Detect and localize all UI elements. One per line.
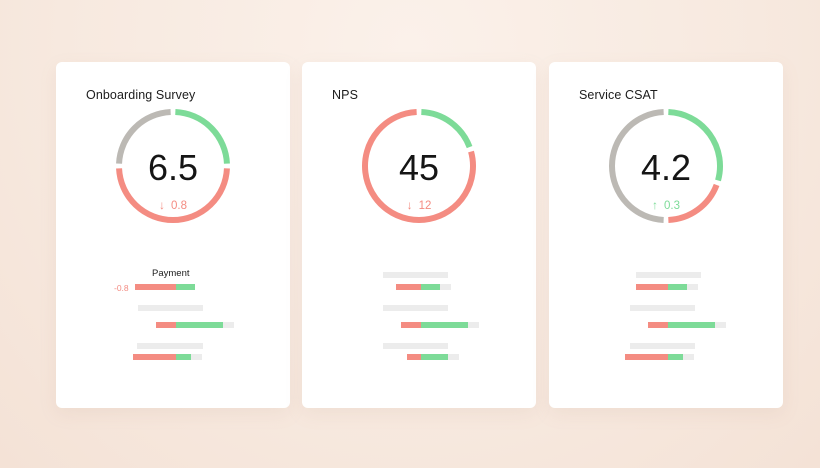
negative-bar (401, 322, 421, 328)
arrow-up-icon: ↑ (652, 198, 658, 212)
gauge-positive-arc (421, 109, 473, 149)
score-delta: ↓ 0.8 (113, 198, 233, 213)
score-value: 4.2 (640, 147, 692, 188)
card-title: NPS (332, 88, 359, 102)
placeholder-bar (383, 305, 448, 311)
placeholder-bar (383, 272, 448, 278)
placeholder-bar (137, 343, 203, 349)
score-gauge: 4.2 ↑ 0.3 (606, 106, 726, 226)
row-value: -0.8 (114, 283, 129, 293)
gauge-ring (609, 109, 723, 223)
placeholder-bar (636, 272, 701, 278)
score-gauge: 6.5 ↓ 0.8 (113, 106, 233, 226)
placeholder-bar (687, 284, 698, 290)
gauge-neutral-arc (116, 109, 171, 164)
negative-bar (396, 284, 421, 290)
breakdown-bars (549, 262, 783, 372)
negative-bar (636, 284, 668, 290)
nps-card[interactable]: NPS 45 ↓ 12 (302, 62, 536, 408)
placeholder-bar (683, 354, 694, 360)
placeholder-bar (468, 322, 479, 328)
positive-bar (176, 354, 191, 360)
gauge-positive-arc (175, 109, 230, 164)
placeholder-bar (138, 305, 203, 311)
negative-bar (625, 354, 668, 360)
card-title: Onboarding Survey (86, 88, 196, 102)
service-csat-card[interactable]: Service CSAT 4.2 ↑ 0.3 (549, 62, 783, 408)
breakdown-bars (302, 262, 536, 372)
delta-value: 0.8 (171, 200, 187, 212)
negative-bar (133, 354, 176, 360)
gauge-positive-arc (668, 109, 723, 182)
placeholder-bar (191, 354, 202, 360)
arrow-down-icon: ↓ (406, 198, 413, 212)
placeholder-bar (448, 354, 459, 360)
gauge-ring (116, 109, 230, 223)
positive-bar (668, 322, 715, 328)
gauge-neutral-arc (609, 109, 664, 223)
breakdown-bars: Payment -0.8 (56, 262, 290, 372)
negative-bar (648, 322, 668, 328)
positive-bar (421, 354, 448, 360)
placeholder-bar (715, 322, 726, 328)
gauge-negative-arc (116, 168, 230, 223)
onboarding-survey-card[interactable]: Onboarding Survey 6.5 ↓ 0.8 Payment -0.8 (56, 62, 290, 408)
positive-bar (668, 284, 687, 290)
placeholder-bar (383, 343, 448, 349)
positive-bar (176, 284, 195, 290)
delta-value: 12 (418, 200, 432, 212)
placeholder-bar (440, 284, 451, 290)
negative-bar (407, 354, 421, 360)
positive-bar (668, 354, 683, 360)
placeholder-bar (630, 305, 695, 311)
negative-bar (135, 284, 176, 290)
placeholder-bar (630, 343, 695, 349)
negative-bar (156, 322, 176, 328)
card-title: Service CSAT (579, 88, 658, 102)
delta-value: 0.3 (664, 200, 680, 212)
gauge-ring (362, 109, 476, 223)
arrow-down-icon: ↓ (159, 198, 165, 212)
positive-bar (421, 322, 468, 328)
positive-bar (176, 322, 223, 328)
score-delta: ↑ 0.3 (606, 198, 726, 213)
score-value: 6.5 (147, 147, 199, 188)
score-gauge: 45 ↓ 12 (359, 106, 479, 226)
score-delta: ↓ 12 (359, 198, 479, 213)
row-label: Payment (152, 268, 190, 279)
gauge-negative-arc (362, 109, 476, 223)
placeholder-bar (223, 322, 234, 328)
score-value: 45 (398, 147, 440, 188)
gauge-negative-arc (668, 183, 720, 223)
positive-bar (421, 284, 440, 290)
